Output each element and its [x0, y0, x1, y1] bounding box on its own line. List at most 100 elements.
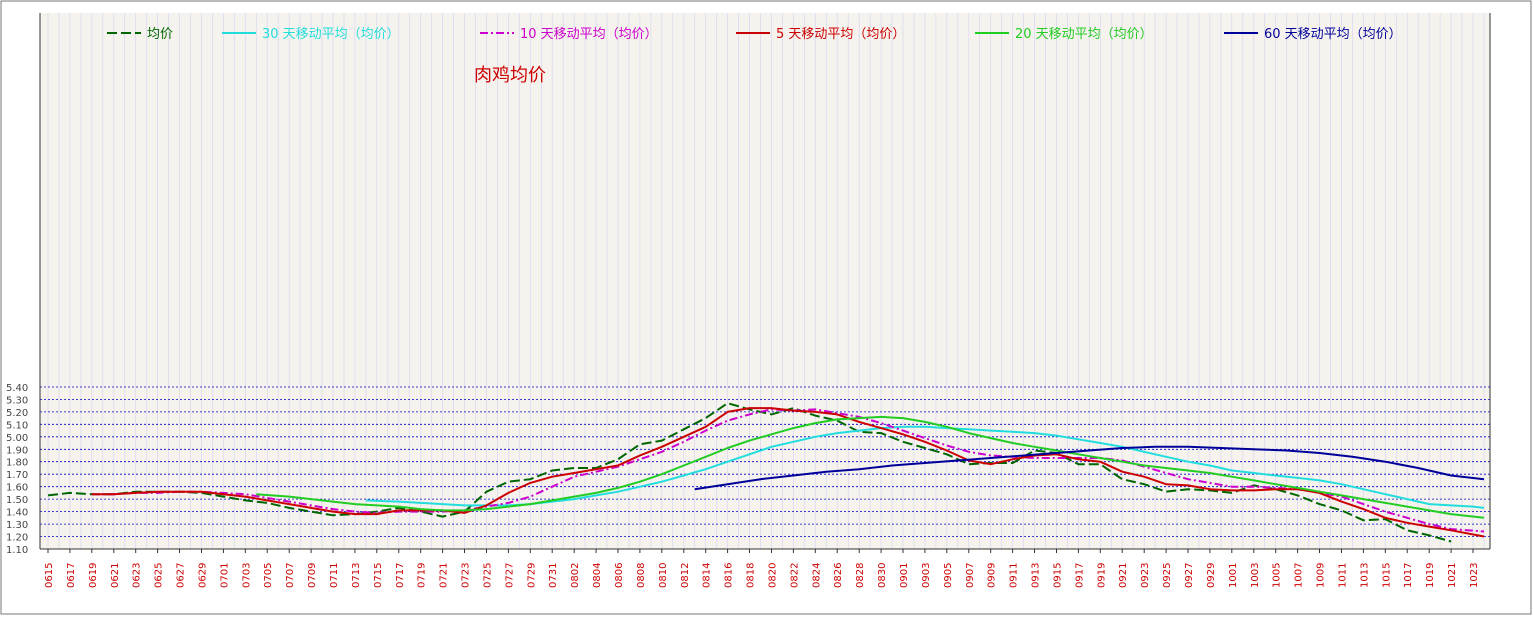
x-tick-label: 0707 [285, 563, 296, 588]
x-tick-label: 0806 [614, 563, 625, 588]
x-tick-label: 0621 [110, 563, 121, 588]
legend-label: 20 天移动平均（均价） [1015, 27, 1153, 42]
x-tick-label: 0629 [198, 563, 209, 588]
legend-label: 均价 [147, 27, 173, 42]
chart-title: 肉鸡均价 [474, 65, 546, 86]
y-tick-label: 1.40 [6, 508, 28, 519]
x-tick-label: 1011 [1338, 563, 1349, 588]
x-tick-label: 0615 [44, 563, 55, 588]
x-tick-label: 0915 [1053, 563, 1064, 588]
x-tick-label: 0725 [483, 563, 494, 588]
x-tick-label: 0719 [417, 563, 428, 588]
legend-label: 60 天移动平均（均价） [1264, 27, 1402, 42]
x-tick-label: 0903 [921, 563, 932, 588]
series-lines [47, 402, 1485, 543]
x-tick-label: 1003 [1250, 563, 1261, 588]
series-line-20天 [256, 415, 1485, 519]
x-tick-label: 0919 [1096, 563, 1107, 588]
x-tick-label: 0723 [461, 563, 472, 588]
x-tick-label: 0617 [66, 563, 77, 588]
x-tick-label: 1009 [1316, 563, 1327, 588]
x-tick-label: 0822 [789, 563, 800, 588]
x-tick-label: 0830 [877, 563, 888, 588]
axes [39, 13, 1491, 550]
series-line-5天 [91, 407, 1485, 538]
series-line-30天 [365, 425, 1485, 509]
x-tick-label: 0812 [680, 563, 691, 588]
x-tick-label: 1023 [1469, 563, 1480, 588]
legend-label: 10 天移动平均（均价） [520, 27, 658, 42]
x-tick-label: 0828 [855, 563, 866, 588]
x-tick-label: 0816 [724, 563, 735, 588]
legend-label: 30 天移动平均（均价） [262, 27, 400, 42]
x-tick-label: 0721 [439, 563, 450, 588]
y-tick-label: 1.80 [6, 458, 28, 469]
x-tick-label: 0625 [154, 563, 165, 588]
x-tick-label: 0820 [768, 563, 779, 588]
x-tick-label: 0709 [307, 563, 318, 588]
x-tick-label: 0802 [570, 563, 581, 588]
x-tick-label: 0905 [943, 563, 954, 588]
y-tick-label: 1.60 [6, 483, 28, 494]
x-tick-label: 0729 [526, 563, 537, 588]
y-tick-label: 1.50 [6, 495, 28, 506]
y-tick-label: 1.10 [6, 545, 28, 556]
x-tick-label: 0804 [592, 563, 603, 588]
x-tick-label: 0705 [263, 563, 274, 588]
series-line-60天 [694, 445, 1485, 491]
x-tick-label: 0814 [702, 563, 713, 588]
legend: 均价 30 天移动平均（均价） 10 天移动平均（均价） 5 天移动平均（均价） 20 … [107, 27, 1402, 42]
x-tick-label: 0824 [811, 563, 822, 588]
x-tick-label: 0925 [1162, 563, 1173, 588]
x-tick-label: 0909 [987, 563, 998, 588]
x-tick-label: 0808 [636, 563, 647, 588]
x-tick-label: 1021 [1447, 563, 1458, 588]
x-tick-label: 0911 [1009, 563, 1020, 588]
x-tick-label: 0913 [1031, 563, 1042, 588]
x-tick-label: 0810 [658, 563, 669, 588]
y-tick-label: 5.00 [6, 433, 28, 444]
x-tick-label: 0929 [1206, 563, 1217, 588]
plot-background [40, 13, 1490, 549]
x-tick-label: 0711 [329, 563, 340, 588]
y-tick-label: 1.70 [6, 470, 28, 481]
x-tick-label: 0818 [746, 563, 757, 588]
x-tick-label: 0623 [132, 563, 143, 588]
y-tick-label: 5.10 [6, 420, 28, 431]
x-tick-label: 0627 [176, 563, 187, 588]
x-tick-label: 0923 [1140, 563, 1151, 588]
x-tick-label: 0826 [833, 563, 844, 588]
x-tick-label: 0713 [351, 563, 362, 588]
x-tick-label: 1015 [1381, 563, 1392, 588]
x-tick-label: 0901 [899, 563, 910, 588]
x-tick-label: 0727 [504, 563, 515, 588]
x-tick-label: 0921 [1118, 563, 1129, 588]
x-tick-label: 0715 [373, 563, 384, 588]
y-tick-label: 1.90 [6, 445, 28, 456]
y-tick-label: 5.20 [6, 408, 28, 419]
x-tick-label: 0717 [395, 563, 406, 588]
x-tick-label: 1019 [1425, 563, 1436, 588]
x-tick-label: 0927 [1184, 563, 1195, 588]
x-tick-label: 1005 [1272, 563, 1283, 588]
x-tick-label: 0907 [965, 563, 976, 588]
y-tick-label: 5.40 [6, 383, 28, 394]
x-tick-label: 0917 [1074, 563, 1085, 588]
x-tick-label: 0619 [88, 563, 99, 588]
legend-label: 5 天移动平均（均价） [776, 27, 905, 42]
series-line-均价 [47, 402, 1452, 543]
y-tick-label: 1.20 [6, 533, 28, 544]
x-tick-label: 0703 [241, 563, 252, 588]
x-tick-label: 1001 [1228, 563, 1239, 588]
y-tick-labels: 1.101.20 1.301.40 1.501.60 1.701.80 1.905.00… [6, 383, 28, 556]
x-tick-label: 1017 [1403, 563, 1414, 588]
x-tick-labels: 0615 0617 0619 0621 0623 0625 0627 0629 0701 0703… [44, 549, 1480, 588]
x-tick-label: 1013 [1359, 563, 1370, 588]
y-tick-label: 5.30 [6, 395, 28, 406]
x-tick-label: 0701 [219, 563, 230, 588]
y-tick-label: 1.30 [6, 520, 28, 531]
x-tick-label: 0731 [548, 563, 559, 588]
x-tick-label: 1007 [1294, 563, 1305, 588]
